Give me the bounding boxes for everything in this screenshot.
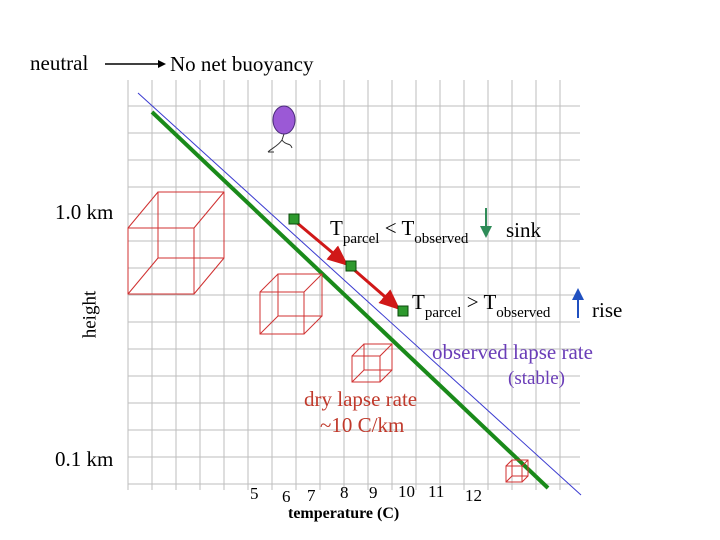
parcel-marker-bottom bbox=[397, 305, 409, 317]
sink-t-obs: T bbox=[401, 216, 415, 240]
rise-condition: Tparcel > Tobserved bbox=[412, 290, 550, 321]
balloon-icon bbox=[267, 105, 296, 153]
dry-lapse-rate-label: dry lapse rate bbox=[304, 387, 418, 411]
rise-word: rise bbox=[592, 298, 623, 322]
parcel-marker-middle bbox=[345, 260, 357, 272]
observed-lapse-rate-label: observed lapse rate bbox=[432, 340, 593, 364]
x-tick-label: 8 bbox=[340, 483, 349, 502]
y-bottom-label: 0.1 km bbox=[55, 447, 114, 471]
rise-observed-sub: observed bbox=[496, 305, 551, 321]
sink-parcel-sub: parcel bbox=[342, 231, 380, 247]
rise-t: T bbox=[412, 290, 425, 314]
neutral-label: neutral bbox=[30, 51, 89, 75]
parcel-path-lower bbox=[351, 266, 401, 310]
rise-t-obs: T bbox=[483, 290, 497, 314]
parcel-cube-large bbox=[127, 191, 225, 295]
sink-t: T bbox=[330, 216, 343, 240]
dry-lapse-rate-line bbox=[150, 110, 550, 490]
x-tick-label: 5 bbox=[250, 484, 259, 503]
parcel-cube-medium bbox=[259, 273, 323, 335]
parcel-path-upper bbox=[295, 220, 349, 266]
dry-lapse-rate-value: ~10 C/km bbox=[320, 413, 405, 437]
stable-label: (stable) bbox=[508, 368, 565, 389]
grid bbox=[127, 80, 580, 490]
sink-observed-sub: observed bbox=[414, 231, 469, 247]
x-axis-title: temperature (C) bbox=[288, 505, 400, 522]
x-tick-label: 10 bbox=[398, 482, 415, 501]
rise-parcel-sub: parcel bbox=[424, 305, 462, 321]
rise-operator: > bbox=[461, 290, 484, 314]
neutral-arrow-head bbox=[158, 60, 166, 68]
x-tick-label: 6 bbox=[282, 487, 291, 506]
parcel-cube-small bbox=[351, 343, 393, 383]
y-top-label: 1.0 km bbox=[55, 200, 114, 224]
x-tick-label: 7 bbox=[307, 486, 316, 505]
x-tick-label: 9 bbox=[369, 483, 378, 502]
sink-condition: Tparcel < Tobserved bbox=[330, 216, 468, 247]
observed-lapse-rate-line bbox=[137, 92, 582, 496]
parcel-marker-top bbox=[288, 213, 300, 225]
sink-operator: < bbox=[379, 216, 402, 240]
y-axis-title: height bbox=[79, 290, 101, 339]
x-tick-label: 11 bbox=[428, 482, 445, 501]
sink-word: sink bbox=[506, 218, 542, 242]
no-net-buoyancy-label: No net buoyancy bbox=[170, 52, 314, 76]
parcel-cube-tiny bbox=[505, 459, 529, 483]
x-tick-label: 12 bbox=[465, 486, 482, 505]
